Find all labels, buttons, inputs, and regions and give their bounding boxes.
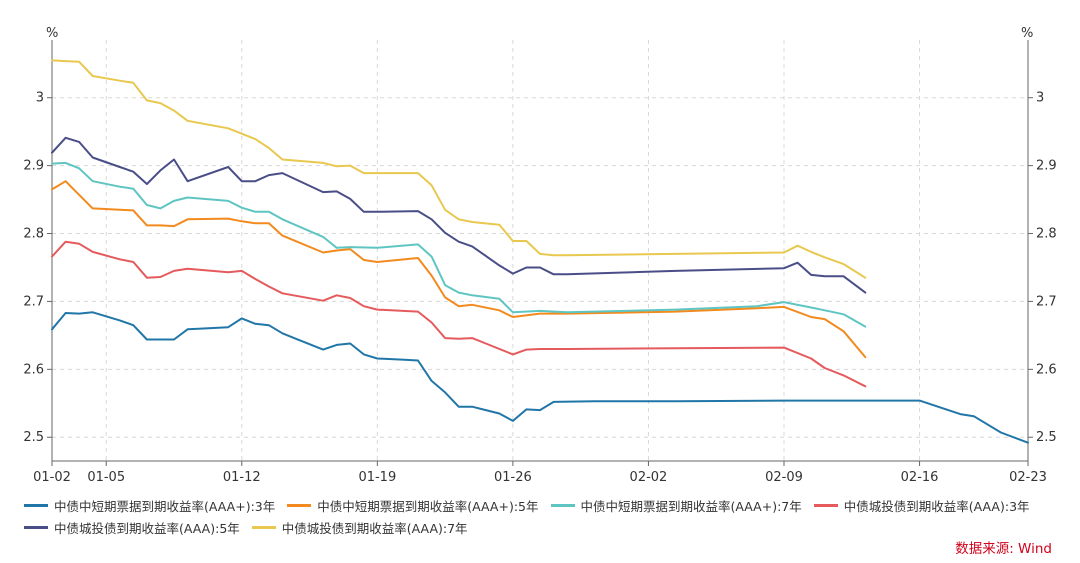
- x-tick-label: 02-09: [765, 470, 803, 485]
- legend-item: 中债中短期票据到期收益率(AAA+):3年: [24, 496, 275, 515]
- line-chart: 2.5 2.5 2.6 2.6 2.7 2.7 2.8 2.8 2.9 2.9 3 3% % 01-02 0…: [23, 26, 1057, 485]
- y-tick-label-right: 3: [1036, 91, 1044, 106]
- data-source-note: 数据来源: Wind: [955, 541, 1052, 557]
- series-line-2: [51, 180, 867, 359]
- y-tick-label-left: 3: [36, 91, 44, 106]
- y-unit-left: %: [46, 26, 58, 41]
- legend-row: 中债中短期票据到期收益率(AAA+):3年 中债中短期票据到期收益率(AAA+):…: [24, 494, 1064, 516]
- y-tick-label-left: 2.7: [23, 294, 44, 309]
- y-unit-right: %: [1021, 26, 1033, 41]
- x-tick-label: 01-26: [494, 470, 532, 485]
- legend-swatch: [251, 525, 276, 529]
- legend-item: 中债城投债到期收益率(AAA):7年: [251, 518, 468, 537]
- x-tick-label: 01-19: [358, 470, 396, 485]
- legend-item: 中债城投债到期收益率(AAA):5年: [24, 518, 240, 537]
- chart-legend: 中债中短期票据到期收益率(AAA+):3年 中债中短期票据到期收益率(AAA+):…: [24, 494, 1064, 538]
- legend-label: 中债中短期票据到期收益率(AAA+):5年: [317, 498, 539, 514]
- x-tick-label: 01-02: [33, 470, 71, 485]
- legend-swatch: [550, 503, 575, 507]
- y-tick-label-left: 2.9: [23, 159, 44, 174]
- legend-label: 中债城投债到期收益率(AAA):5年: [54, 520, 240, 536]
- legend-label: 中债中短期票据到期收益率(AAA+):3年: [54, 498, 276, 514]
- legend-label: 中债中短期票据到期收益率(AAA+):7年: [580, 498, 802, 514]
- legend-label: 中债城投债到期收益率(AAA):7年: [281, 520, 468, 536]
- series-line-6: [51, 59, 867, 279]
- legend-swatch: [24, 525, 48, 529]
- y-tick-label-right: 2.6: [1036, 362, 1057, 377]
- x-tick-label: 02-16: [901, 470, 939, 485]
- legend-swatch: [813, 503, 838, 507]
- legend-item: 中债中短期票据到期收益率(AAA+):7年: [550, 496, 802, 515]
- legend-item: 中债城投债到期收益率(AAA):3年: [813, 496, 1030, 515]
- legend-swatch: [24, 503, 48, 507]
- x-tick-label: 01-05: [87, 470, 125, 485]
- x-tick-label: 01-12: [223, 470, 261, 485]
- legend-row: 中债城投债到期收益率(AAA):5年 中债城投债到期收益率(AAA):7年: [24, 516, 1064, 538]
- series-line-5: [51, 136, 867, 294]
- series-line-4: [51, 240, 867, 388]
- series-line-1: [51, 311, 1029, 444]
- y-tick-label-left: 2.6: [23, 362, 44, 377]
- y-tick-label-right: 2.5: [1036, 430, 1057, 445]
- y-tick-label-left: 2.5: [23, 430, 44, 445]
- series-line-3: [51, 161, 867, 328]
- y-tick-label-left: 2.8: [23, 227, 44, 242]
- y-tick-label-right: 2.8: [1036, 227, 1057, 242]
- legend-item: 中债中短期票据到期收益率(AAA+):5年: [287, 496, 539, 515]
- legend-label: 中债城投债到期收益率(AAA):3年: [843, 498, 1030, 514]
- y-tick-label-right: 2.9: [1036, 159, 1057, 174]
- legend-swatch: [287, 503, 312, 507]
- x-tick-label: 02-23: [1009, 470, 1047, 485]
- y-tick-label-right: 2.7: [1036, 294, 1057, 309]
- x-tick-label: 02-02: [630, 470, 668, 485]
